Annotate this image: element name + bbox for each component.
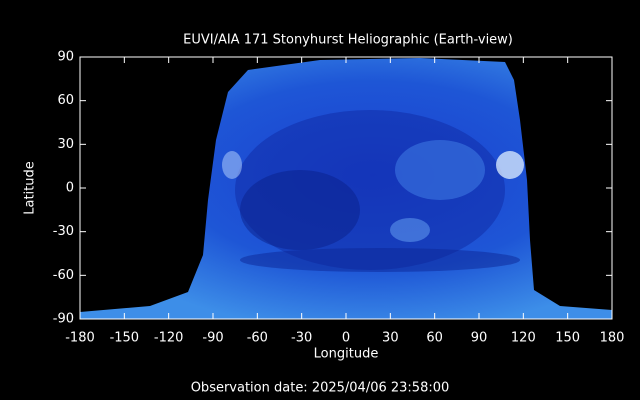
y-tick-label: -60 — [53, 268, 74, 283]
y-tick-label: 90 — [57, 50, 74, 65]
y-tick-label: -90 — [53, 312, 74, 327]
x-tick-label: -60 — [247, 331, 268, 346]
x-tick-label: 90 — [471, 331, 488, 346]
x-tick-label: 180 — [600, 331, 625, 346]
y-axis-label: Latitude — [23, 161, 38, 215]
x-axis-label: Longitude — [314, 347, 379, 362]
y-tick-label: -30 — [53, 224, 74, 239]
x-tick-label: 60 — [426, 331, 443, 346]
chart-title: EUVI/AIA 171 Stonyhurst Heliographic (Ea… — [183, 33, 513, 48]
x-tick-label: -120 — [154, 331, 184, 346]
y-tick-label: 30 — [57, 137, 74, 152]
x-tick-label: 150 — [555, 331, 580, 346]
x-tick-label: 0 — [342, 331, 350, 346]
solar-map — [80, 58, 612, 319]
y-tick-label: 60 — [57, 93, 74, 108]
x-tick-label: -90 — [202, 331, 223, 346]
x-tick-label: -150 — [110, 331, 140, 346]
y-tick-label: 0 — [66, 181, 74, 196]
x-tick-label: 120 — [511, 331, 536, 346]
x-tick-label: -180 — [65, 331, 95, 346]
footer: Observation date: 2025/04/06 23:58:00 — [191, 381, 450, 396]
x-tick-label: 30 — [382, 331, 399, 346]
x-tick-label: -30 — [291, 331, 312, 346]
